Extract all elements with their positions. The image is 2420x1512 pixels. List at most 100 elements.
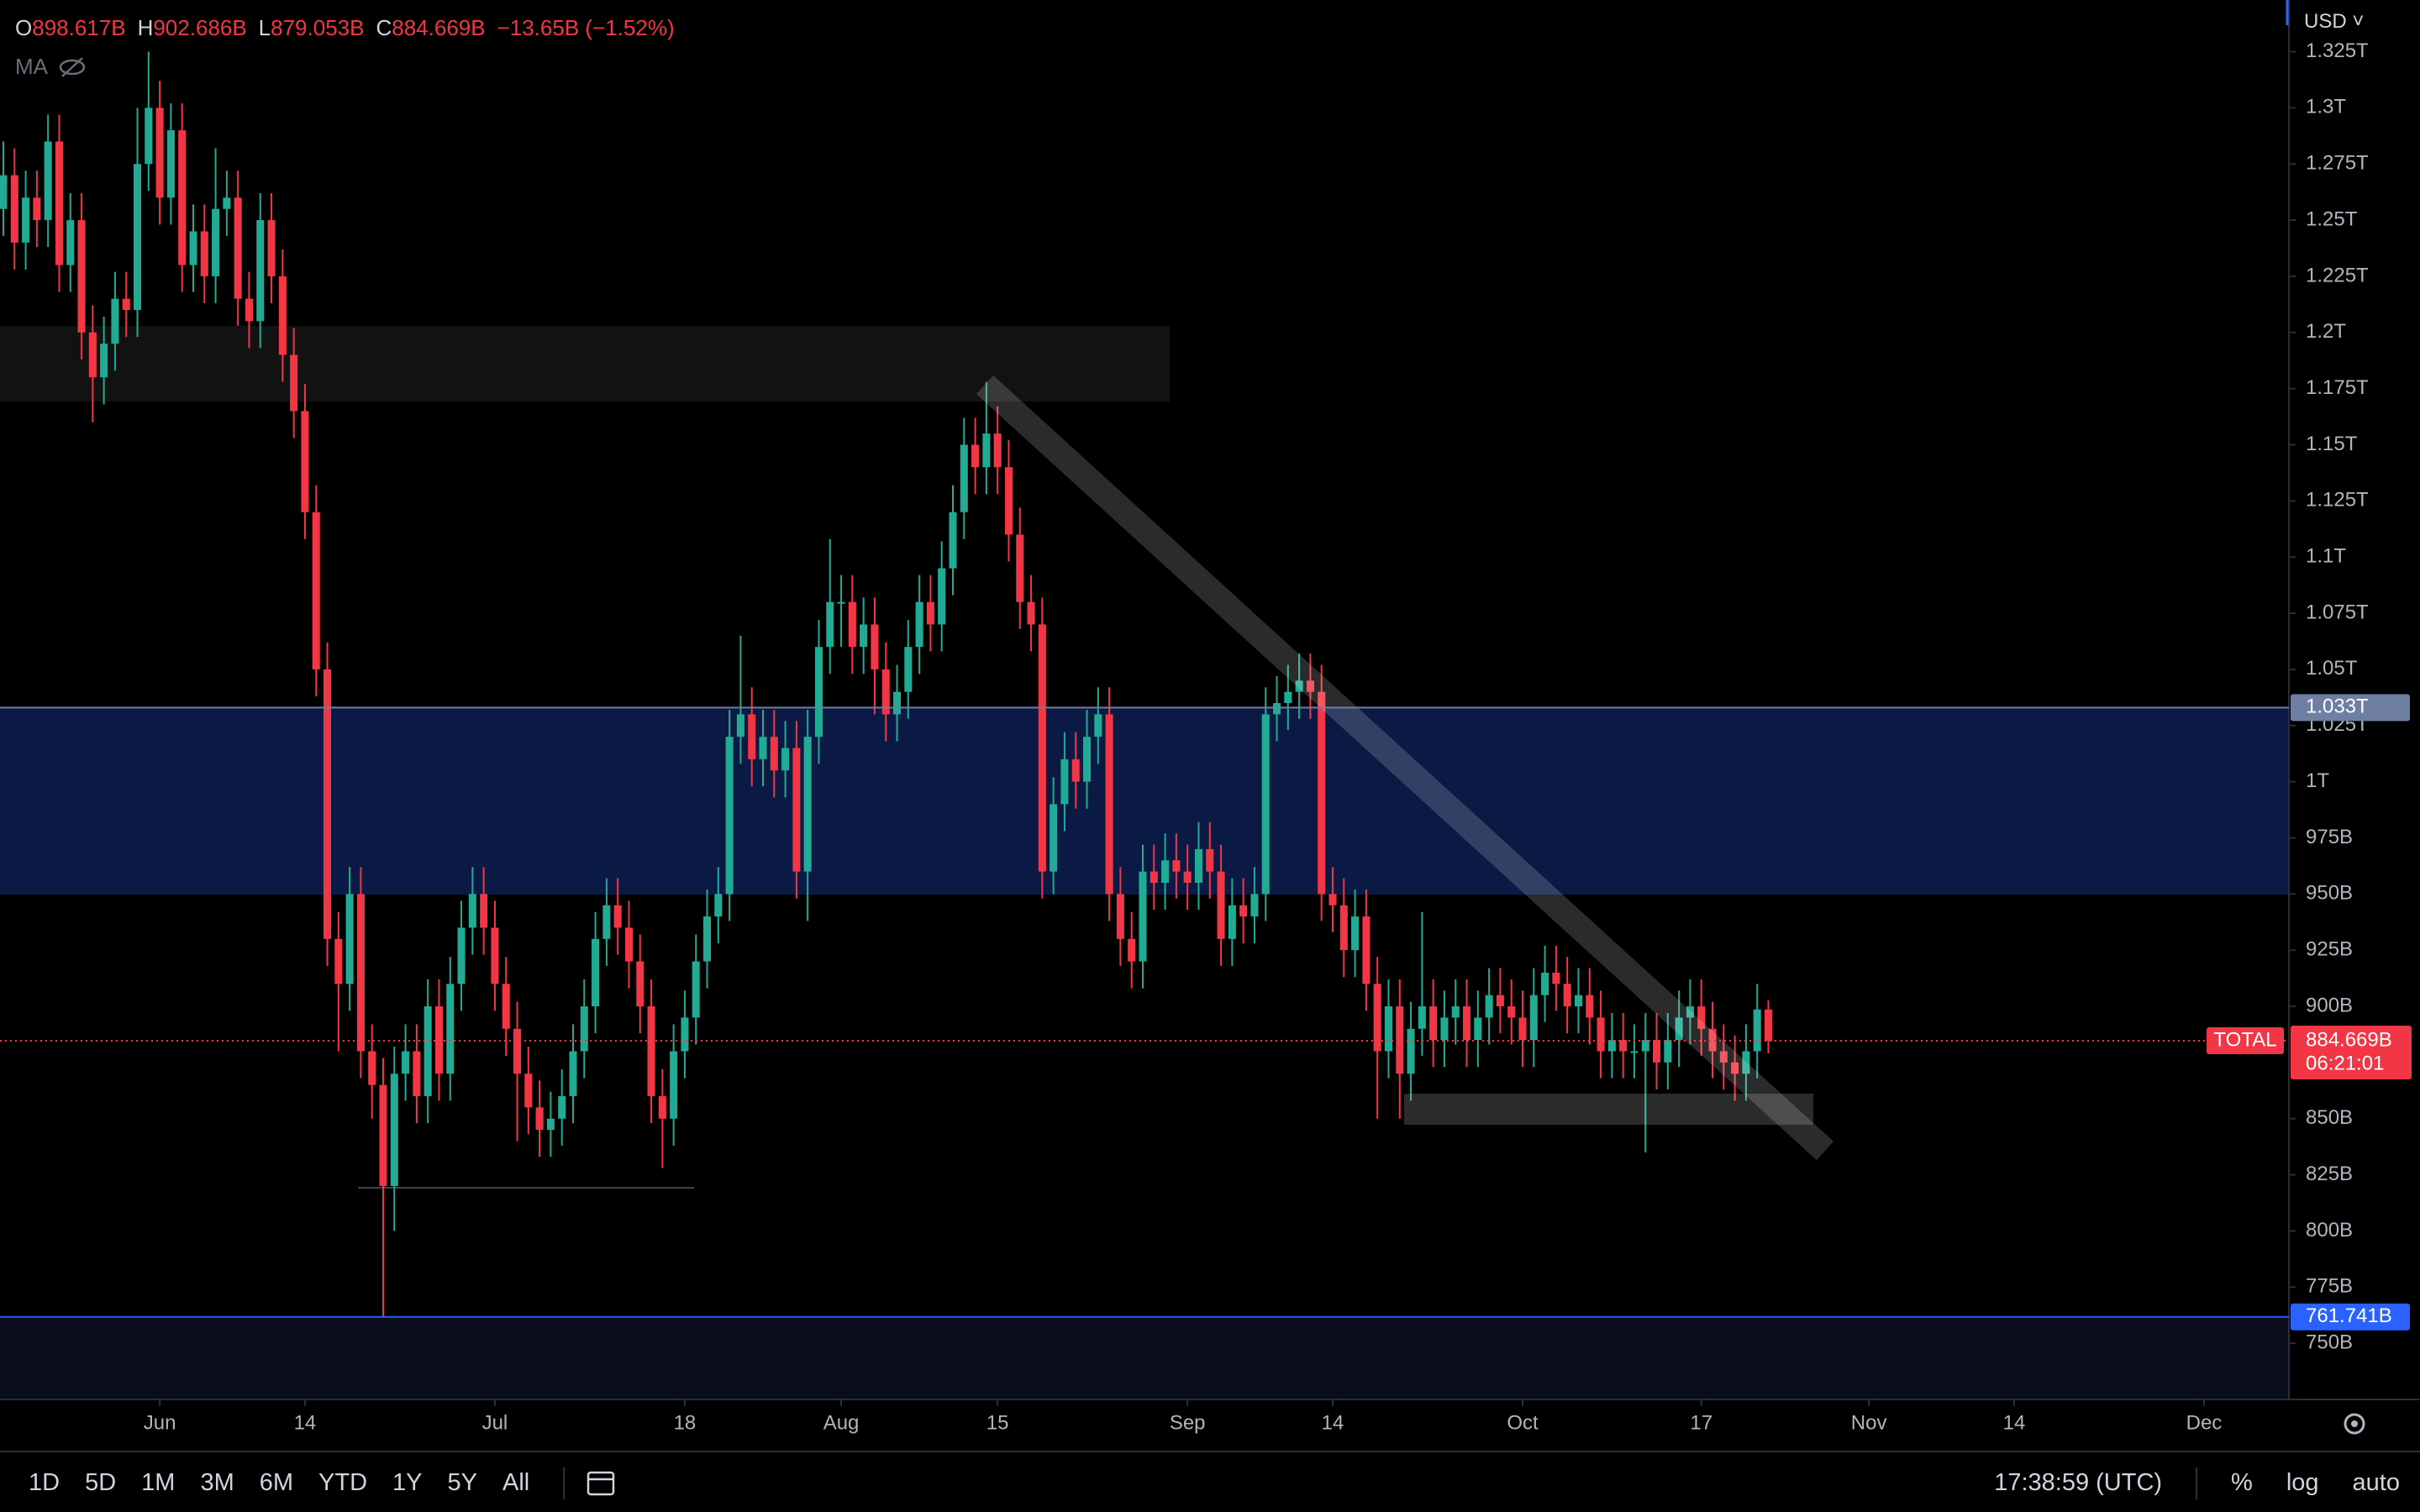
range-button[interactable]: YTD [318,1469,368,1496]
candle-body [1586,995,1594,1018]
range-button[interactable]: 5Y [447,1469,478,1496]
y-tick-label: 750B [2306,1331,2353,1353]
y-tick-label: 1T [2306,769,2329,792]
candle-body [949,512,957,569]
ohlc-item: O898.617B [15,15,126,41]
range-button[interactable]: 1Y [392,1469,423,1496]
goto-date-icon[interactable] [585,1468,618,1499]
price-line-label: 1.033T [2306,696,2369,718]
candle-body [33,197,41,221]
candle-body [379,1084,387,1186]
candle-body [356,894,365,1052]
candle-body [1507,1006,1516,1018]
range-buttons: 1D 5D 1M 3M 6M YTD 1Y 5Y All [29,1469,529,1497]
candle-body [1451,1006,1460,1018]
candle-body [178,130,187,265]
candle-body [624,927,633,962]
candle-body [312,512,320,669]
x-tick-label: Aug [823,1411,860,1434]
range-button[interactable]: 1M [141,1469,176,1496]
y-tick-label: 1.125T [2306,489,2369,512]
supply-zone [0,708,2289,895]
candle-body [256,220,265,322]
candle-body [1284,691,1292,704]
candle-body [1396,1006,1404,1074]
x-tick-label: Jul [482,1411,508,1434]
y-tick-label: 1.175T [2306,376,2369,399]
symbol-badge [2207,1027,2284,1055]
candle-body [814,647,823,738]
clock[interactable]: 17:38:59 (UTC) [1994,1469,2163,1496]
y-tick-label: 1.3T [2306,96,2346,118]
candle-body [502,984,510,1029]
candle-body [66,220,75,265]
candle-body [546,1118,555,1131]
candle-body [1161,860,1170,883]
candle-body [613,905,622,928]
candle-body [670,1051,678,1119]
candle-body [1630,1051,1639,1053]
candle-body [513,1028,522,1074]
scale-option[interactable]: % [2231,1469,2253,1496]
ohlc-item: L879.053B [259,15,365,41]
ohlc-key: H [137,15,154,40]
y-tick-label: 1.325T [2306,39,2369,62]
last-price-badge [2291,1026,2412,1080]
indicator-name[interactable]: MA [15,54,48,79]
candle-body [334,938,343,984]
candle-body [345,894,354,984]
candle-body [692,961,700,1018]
range-button[interactable]: 5D [85,1469,117,1496]
candle-body [1373,984,1381,1052]
range-button[interactable]: 3M [200,1469,234,1496]
x-tick-label: 15 [986,1411,1009,1434]
candle-body [636,961,644,1007]
candle-body [1418,1006,1426,1029]
candle-body [1318,691,1326,895]
candle-body [245,298,253,322]
candle-body [1607,1040,1616,1052]
scale-option[interactable]: log [2286,1469,2319,1496]
candle-body [524,1074,533,1108]
candle-body [100,344,108,378]
candle-body [871,624,879,669]
candle-body [926,601,934,625]
candle-body [1250,894,1259,917]
range-button[interactable]: 1D [29,1469,60,1496]
candle-body [803,737,812,872]
candle-body [122,298,130,311]
candle-body [904,647,913,692]
candle-body [993,433,1002,468]
settings-icon[interactable] [2344,1413,2365,1435]
candle-body [1239,905,1248,917]
range-button[interactable]: 6M [259,1469,294,1496]
currency-selector[interactable]: USD ˅ [2304,10,2365,33]
candle-body [725,737,734,895]
candle-body [267,220,276,276]
x-tick-label: 14 [2003,1411,2026,1434]
candle-body [1697,1006,1706,1029]
indicator-row: MA [15,54,87,80]
hide-icon[interactable] [58,56,87,78]
scale-option[interactable]: auto [2352,1469,2400,1496]
candle-body [881,669,890,715]
range-button[interactable]: All [502,1469,530,1496]
candle-body [1172,860,1181,872]
ohlc-item: H902.686B [138,15,247,41]
candle-body [446,984,455,1074]
candle-body [1139,871,1147,962]
price-line-badge [2291,1303,2410,1331]
y-tick-label: 800B [2306,1219,2353,1242]
candle-body [1339,905,1348,951]
candle-body [1764,1009,1773,1042]
candle-body [1686,1006,1694,1018]
y-tick-label: 1.25T [2306,207,2358,230]
candle-body [301,411,309,512]
candle-body [44,141,52,221]
candle-body [1485,995,1493,1018]
candle-body [658,1095,666,1119]
candle-body [781,748,790,771]
candle-body [133,164,142,311]
x-tick-label: Dec [2186,1411,2223,1434]
